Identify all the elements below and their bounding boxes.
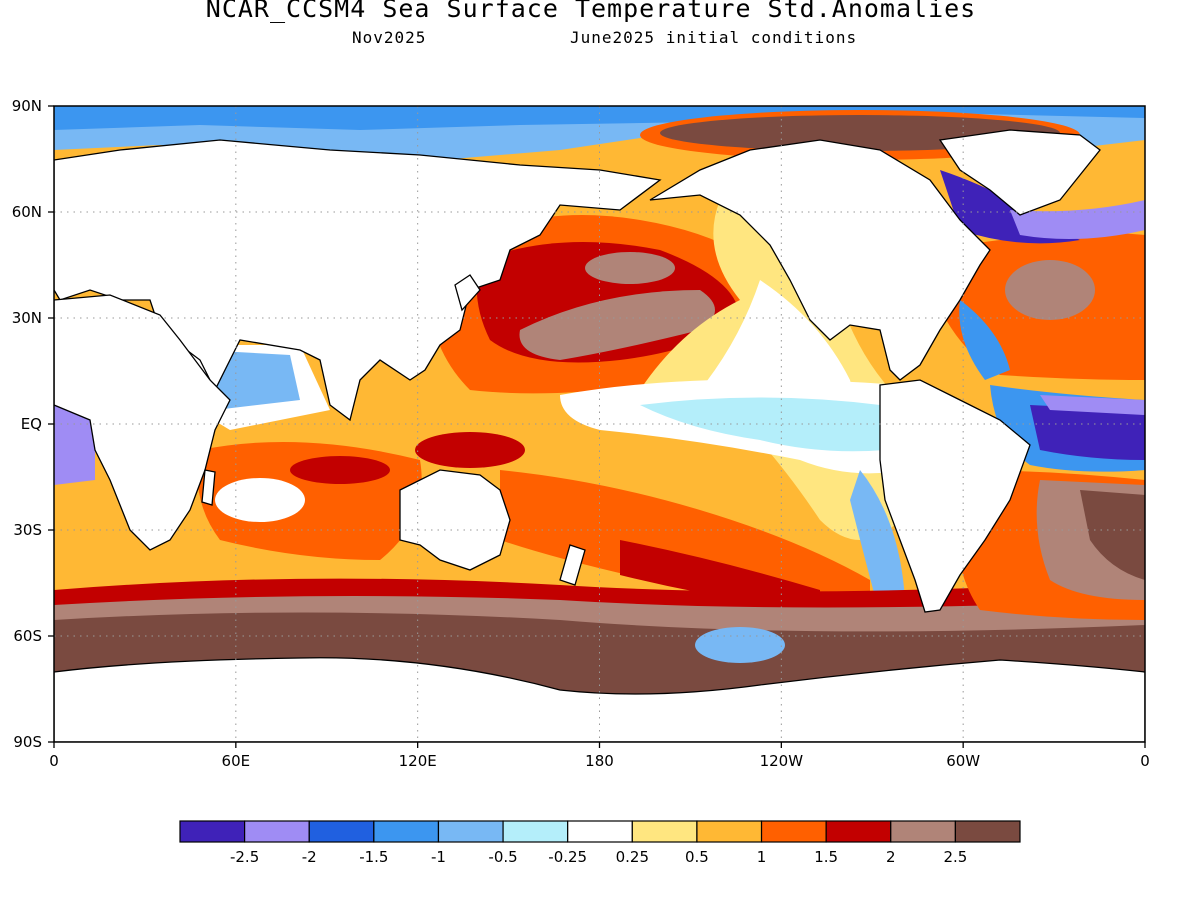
north-pacific-extreme-patch <box>519 290 715 360</box>
lat-tick-label: 60N <box>12 203 42 221</box>
lon-tick-label: 60W <box>946 752 980 770</box>
antarctica-landmass <box>54 657 1145 742</box>
madagascar-landmass <box>201 469 216 506</box>
colorbar-swatch <box>567 820 633 843</box>
southern-ocean-cool-patch <box>695 627 785 663</box>
lon-tick-label: 180 <box>585 752 614 770</box>
lon-tick-label: 120W <box>760 752 804 770</box>
lon-tick-label: 120E <box>399 752 437 770</box>
colorbar-level-label: -2.5 <box>230 848 259 866</box>
tropical-atlantic-strong-cool <box>1030 405 1145 460</box>
south-american-coast-cool <box>850 470 905 615</box>
colorbar-level-label: 2 <box>886 848 896 866</box>
colorbar-swatch <box>373 820 440 843</box>
colorbar-swatch <box>890 820 956 843</box>
colorbar-level-label: 2.5 <box>943 848 967 866</box>
colorbar-swatch <box>760 820 827 843</box>
forecast-month: Nov2025 <box>352 28 427 47</box>
initial-conditions-label: June2025 initial conditions <box>570 28 858 47</box>
lon-tick-label: 60E <box>222 752 251 770</box>
gulf-stream-cool <box>959 300 1010 380</box>
maritime-continent-warm <box>415 432 525 468</box>
colorbar-level-label: -0.5 <box>488 848 517 866</box>
north-atlantic-extreme-patch <box>1005 260 1095 320</box>
colorbar-level-label: -1.5 <box>359 848 388 866</box>
south-atlantic-max <box>1080 490 1145 580</box>
colorbar: -2.5 -2 -1.5 -1 -0.5 -0.25 0.25 0.5 1 1.5 2 2.5 <box>179 820 1021 866</box>
colorbar-swatch <box>631 820 698 843</box>
colorbar-swatch <box>308 820 375 843</box>
south-indian-very-warm-patch <box>290 456 390 484</box>
south-indian-neutral-patch <box>215 478 305 522</box>
colorbar-level-label: 1 <box>757 848 767 866</box>
map-title: NCAR_CCSM4 Sea Surface Temperature Std.A… <box>205 0 977 23</box>
lat-tick-label: 60S <box>13 627 42 645</box>
new-zealand-landmass <box>559 544 586 586</box>
lat-tick-label: 90S <box>13 733 42 751</box>
colorbar-level-label: 1.5 <box>814 848 838 866</box>
africa-landmass <box>54 294 231 551</box>
lat-tick-label: 90N <box>12 97 42 115</box>
continents <box>54 129 1145 742</box>
colorbar-level-label: 0.5 <box>685 848 709 866</box>
colorbar-swatch <box>244 820 310 843</box>
colorbar-swatch <box>502 820 569 843</box>
lon-tick-label: 0 <box>49 752 59 770</box>
colorbar-swatch <box>179 820 246 843</box>
australia-landmass <box>399 469 511 571</box>
longitude-axis: 0 60E 120E 180 120W 60W 0 <box>49 742 1150 770</box>
colorbar-swatch <box>954 820 1021 843</box>
north-america-landmass <box>649 139 991 381</box>
colorbar-level-label: -0.25 <box>548 848 587 866</box>
west-africa-coast-cool <box>54 400 95 485</box>
colorbar-level-label: -1 <box>431 848 446 866</box>
colorbar-level-label: 0.25 <box>616 848 649 866</box>
map-field <box>54 106 1145 742</box>
japan-landmass <box>454 274 481 312</box>
lat-tick-label: 30N <box>12 309 42 327</box>
lat-tick-label: EQ <box>21 415 42 433</box>
colorbar-swatch <box>696 820 763 843</box>
south-america-landmass <box>879 379 1031 613</box>
latitude-axis: 90N 60N 30N EQ 30S 60S 90S <box>12 97 54 751</box>
tropical-atlantic-cool-edge <box>1040 395 1145 415</box>
lon-tick-label: 0 <box>1140 752 1150 770</box>
lat-tick-label: 30S <box>13 521 42 539</box>
colorbar-swatch <box>437 820 504 843</box>
colorbar-level-label: -2 <box>302 848 317 866</box>
north-pacific-extreme-patch-2 <box>585 252 675 284</box>
colorbar-swatch <box>825 820 892 843</box>
greenland-landmass <box>938 129 1101 216</box>
north-atlantic-cool-band <box>1010 200 1145 239</box>
